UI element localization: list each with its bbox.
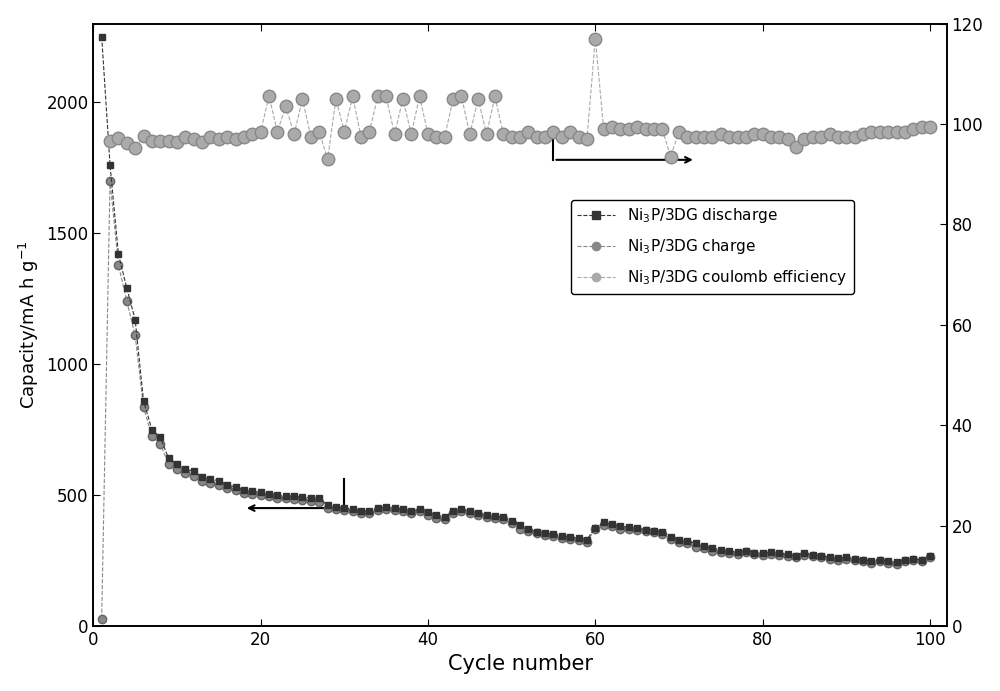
Legend: Ni$_3$P/3DG discharge, Ni$_3$P/3DG charge, Ni$_3$P/3DG coulomb efficiency: Ni$_3$P/3DG discharge, Ni$_3$P/3DG charg… xyxy=(571,200,854,294)
X-axis label: Cycle number: Cycle number xyxy=(448,654,593,674)
Y-axis label: Capacity/mA h g$^{-1}$: Capacity/mA h g$^{-1}$ xyxy=(17,240,41,409)
